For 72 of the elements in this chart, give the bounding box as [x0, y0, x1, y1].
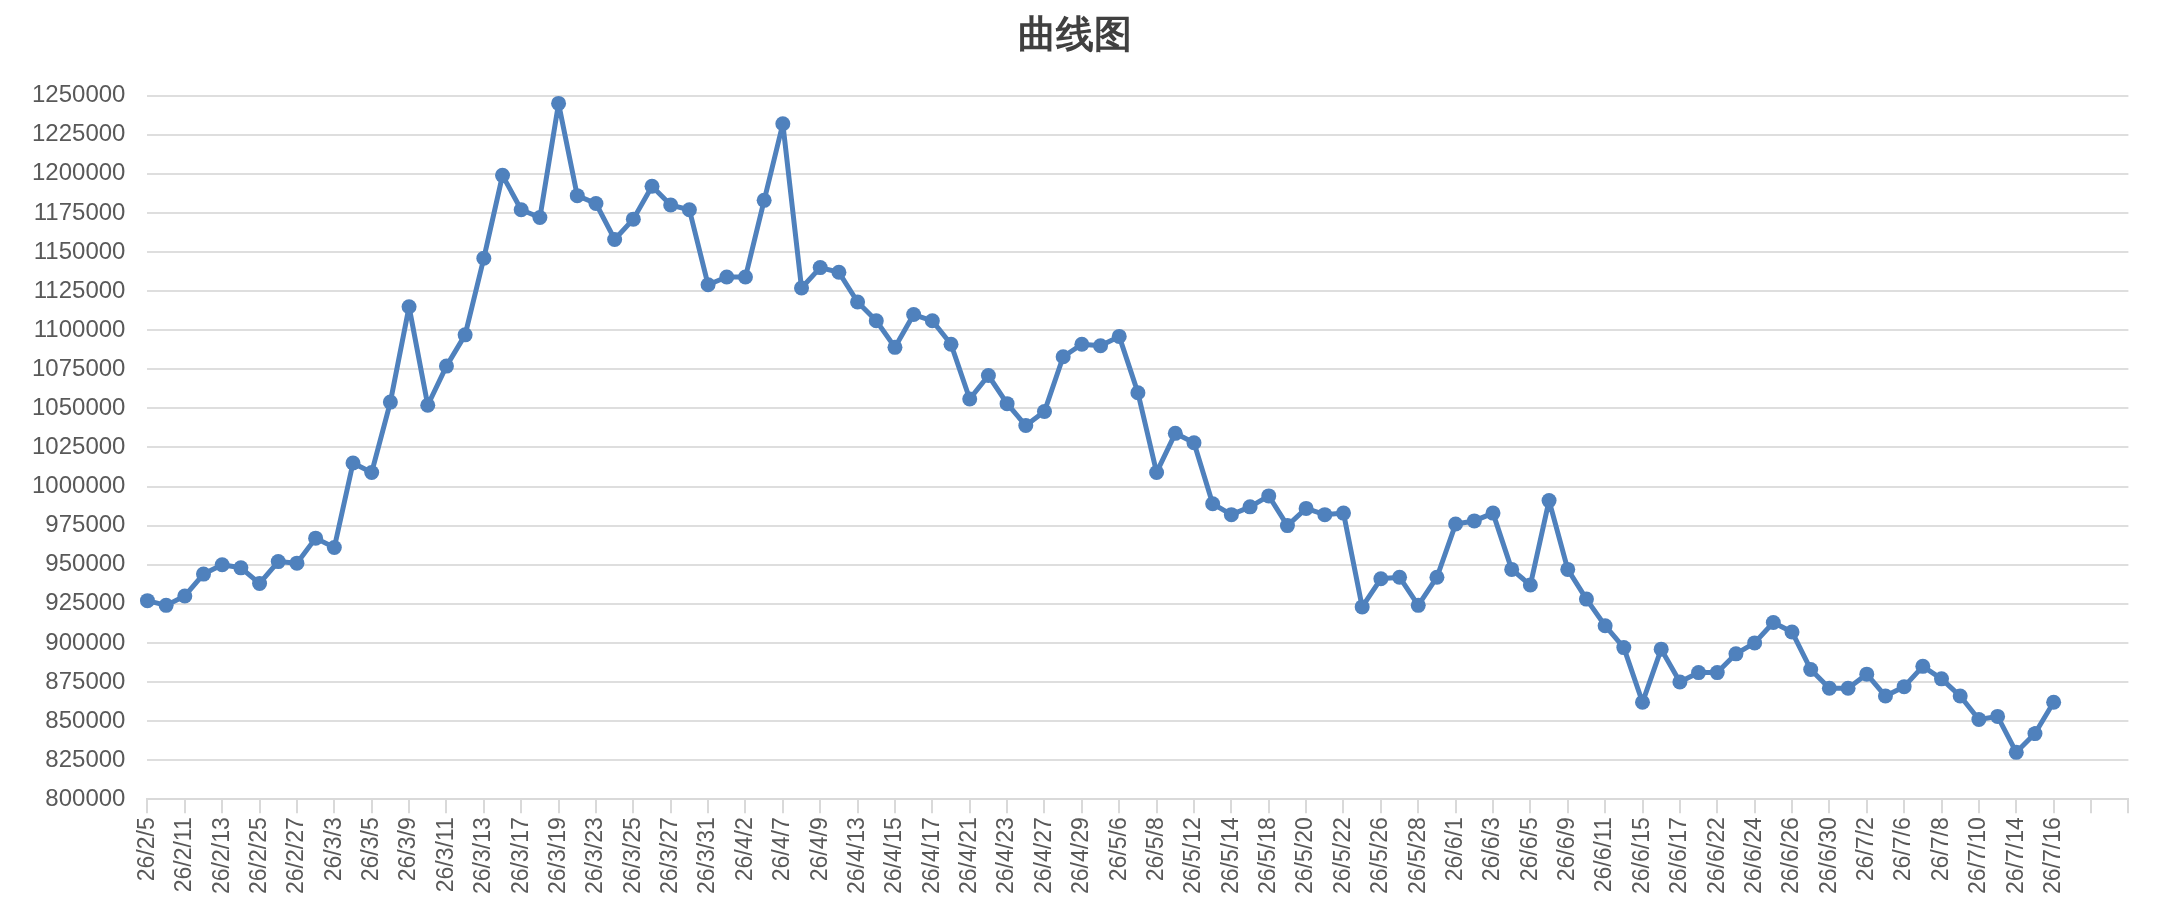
- x-tick-label: 26/5/14: [1216, 817, 1243, 895]
- x-tick-label: 26/5/28: [1403, 817, 1430, 895]
- y-tick-label: 1200000: [32, 158, 126, 186]
- x-tick-label: 26/7/6: [1889, 817, 1916, 882]
- x-tick-label: 26/3/17: [506, 817, 533, 895]
- y-tick-label: 1025000: [32, 432, 126, 460]
- x-tick-label: 26/3/13: [469, 817, 496, 895]
- x-tick-label: 26/6/9: [1553, 817, 1580, 882]
- x-tick-label: 26/3/31: [693, 817, 720, 895]
- x-tick-label: 26/5/20: [1291, 817, 1318, 895]
- y-tick-label: 1250000: [32, 80, 126, 108]
- chart-title: 曲线图: [1018, 13, 1132, 56]
- x-tick-label: 26/2/11: [170, 817, 197, 893]
- y-tick-label: 950000: [45, 549, 126, 577]
- y-tick-label: 1000000: [32, 471, 126, 499]
- y-tick-label: 850000: [45, 705, 126, 733]
- x-tick-label: 26/3/11: [431, 817, 458, 893]
- y-tick-label: 1225000: [32, 119, 126, 147]
- x-tick-label: 26/6/5: [1515, 817, 1542, 882]
- x-tick-label: 26/7/8: [1926, 817, 1953, 882]
- x-tick-label: 26/4/2: [730, 817, 757, 882]
- x-tick-label: 26/4/17: [917, 817, 944, 895]
- x-tick-label: 26/4/15: [880, 817, 907, 895]
- x-tick-label: 26/3/23: [581, 817, 608, 895]
- x-tick-label: 26/5/12: [1179, 817, 1206, 895]
- x-tick-label: 26/6/1: [1440, 817, 1467, 882]
- x-tick-label: 26/6/3: [1478, 817, 1505, 882]
- x-tick-label: 26/6/22: [1702, 817, 1729, 895]
- x-tick-label: 26/2/25: [244, 817, 271, 895]
- y-tick-label: 900000: [45, 627, 126, 655]
- x-tick-label: 26/4/21: [955, 817, 982, 895]
- y-tick-label: 975000: [45, 510, 126, 538]
- y-tick-label: 1050000: [32, 392, 126, 420]
- x-tick-label: 26/6/24: [1739, 817, 1766, 895]
- x-tick-label: 26/4/29: [1067, 817, 1094, 895]
- x-tick-label: 26/4/9: [805, 817, 832, 882]
- y-tick-label: 925000: [45, 588, 126, 616]
- x-tick-label: 26/3/3: [319, 817, 346, 882]
- y-tick-label: 1075000: [32, 353, 126, 381]
- x-tick-label: 26/4/23: [992, 817, 1019, 895]
- y-tick-label: 1175000: [33, 197, 126, 225]
- x-tick-label: 26/3/5: [357, 817, 384, 882]
- y-tick-label: 825000: [45, 744, 126, 772]
- x-tick-label: 26/5/8: [1141, 817, 1168, 882]
- x-tick-label: 26/5/22: [1328, 817, 1355, 895]
- y-tick-label: 875000: [45, 666, 126, 694]
- x-tick-label: 26/7/10: [1964, 817, 1991, 895]
- y-tick-label: 800000: [45, 783, 126, 811]
- x-tick-label: 26/6/26: [1777, 817, 1804, 895]
- x-tick-label: 26/7/16: [2038, 817, 2065, 895]
- x-tick-label: 26/4/27: [1029, 817, 1056, 895]
- y-tick-label: 1100000: [33, 314, 126, 342]
- x-tick-label: 26/4/7: [768, 817, 795, 882]
- x-tick-label: 26/3/25: [618, 817, 645, 895]
- y-tick-label: 1150000: [33, 236, 126, 264]
- x-tick-label: 26/2/13: [207, 817, 234, 895]
- x-tick-label: 26/2/5: [132, 817, 159, 882]
- x-tick-label: 26/5/6: [1104, 817, 1131, 882]
- x-tick-label: 26/4/13: [842, 817, 869, 895]
- x-tick-label: 26/3/19: [543, 817, 570, 895]
- x-tick-label: 26/7/2: [1852, 817, 1879, 882]
- x-tick-label: 26/2/27: [282, 817, 309, 895]
- x-tick-label: 26/5/18: [1254, 817, 1281, 895]
- x-tick-label: 26/7/14: [2001, 817, 2028, 895]
- x-tick-label: 26/6/15: [1627, 817, 1654, 895]
- x-tick-label: 26/6/30: [1814, 817, 1841, 895]
- y-tick-label: 1125000: [33, 275, 126, 303]
- x-tick-label: 26/6/11: [1590, 817, 1617, 893]
- x-tick-label: 26/3/27: [656, 817, 683, 895]
- x-tick-label: 26/5/26: [1366, 817, 1393, 895]
- x-tick-label: 26/6/17: [1665, 817, 1692, 895]
- x-tick-label: 26/3/9: [394, 817, 421, 882]
